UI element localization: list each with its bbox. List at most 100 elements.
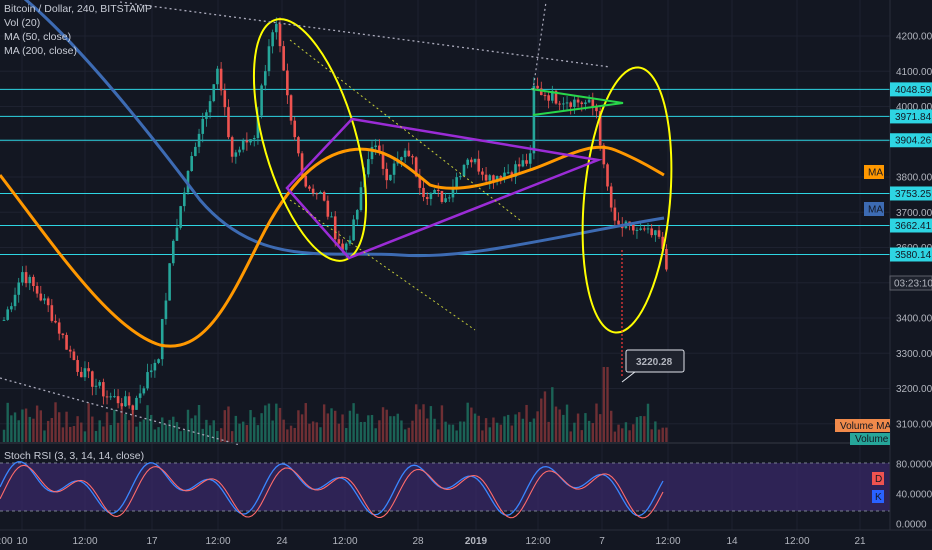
level-badge-4 [890,218,932,233]
volume-bar [569,431,572,442]
time-tick-label: 17 [146,536,158,547]
candle-body [39,293,43,301]
volume-bar [451,424,455,442]
candle-body [138,393,142,398]
candle-body [609,186,613,208]
volume-bar [392,416,396,442]
stoch-tick-label: 80.0000 [896,460,932,471]
volume-bar [223,410,226,442]
volume-bar [650,429,653,442]
volume-badge [850,433,890,445]
volume-bar [381,407,385,442]
candle-body [598,111,602,146]
candle-body [385,168,389,181]
volume-bar [345,428,348,442]
countdown-label: 03:23:10 [894,279,932,290]
volume-bar [54,402,57,442]
volume-bar [94,430,98,442]
yellow-ellipse-right [581,66,673,334]
candle-body [639,228,642,230]
symmetrical-triangle [285,117,603,260]
volume-bar [540,398,543,442]
symbol-title: Bitcoin / Dollar, 240, BITSTAMP [4,3,153,15]
candle-body [613,207,617,221]
volume-bar [462,421,466,442]
volume-bar [484,418,488,442]
volume-bar [433,418,436,442]
price-tick-label: 3200.00 [896,384,932,395]
candle-body [219,68,223,91]
volume-bar [28,416,31,442]
volume-bar [153,429,157,442]
stoch-d-badge [872,472,884,485]
candle-body [407,150,411,157]
volume-bar [76,416,79,442]
candle-body [234,152,238,157]
volume-bar [466,402,469,442]
candle-body [208,101,212,113]
volume-bar [242,421,245,442]
volume-bar [661,427,664,442]
volume-bar [72,425,76,442]
legend-vol: Vol (20) [4,17,41,29]
candle-body [142,388,146,394]
candle-body [573,99,576,107]
candle-body [6,309,9,320]
candle-body [109,396,113,398]
candle-body [175,227,179,241]
candle-body [503,172,506,179]
candle-body [665,249,668,270]
candle-body [444,198,447,202]
candle-body [348,240,352,244]
volume-bar [212,420,215,442]
stoch-k-badge [872,490,884,503]
volume-bar [591,423,594,442]
volume-bar [356,413,359,442]
candle-body [227,107,230,138]
volume-bar [477,415,480,442]
volume-ma-badge [835,419,890,432]
volume-bar [352,403,355,442]
volume-bar [334,410,337,442]
price-badges: 4048.59 3971.84 3904.26 3753.25 3662.41 3580.… [625,82,932,503]
candle-body [355,210,359,220]
volume-bar [205,419,208,442]
candle-body [477,158,481,172]
volume-bar [337,423,341,442]
candle-body [517,164,521,167]
candle-body [322,192,326,201]
candle-body [46,298,50,306]
candle-body [330,216,333,218]
candle-body [256,115,260,139]
candle-body [576,99,580,103]
chart-legend: Bitcoin / Dollar, 240, BITSTAMP Vol (20)… [4,2,152,58]
volume-bar [426,418,429,442]
volume-bar [529,421,532,442]
volume-bar [400,420,403,442]
volume-bar [282,419,285,442]
volume-bar [499,424,502,442]
candle-body [359,187,363,211]
volume-bar [610,410,613,442]
time-tick-label: 12:00 [0,536,13,547]
volume-bar [238,423,241,442]
volume-bar [654,421,657,442]
candle-body [57,322,61,334]
candle-body [554,90,558,104]
candle-body [602,145,606,165]
price-tick-label: 3400.00 [896,314,932,325]
candle-body [10,306,13,310]
candle-body [131,405,135,410]
time-tick-label: 24 [276,536,288,547]
volume-bar [98,420,101,442]
candle-body [293,120,297,138]
support-trendline [0,377,241,446]
volume-bar [6,402,9,442]
volume-bar [639,416,642,442]
stoch-d-line [0,464,664,519]
candle-body [646,228,650,230]
volume-bar [216,431,219,442]
price-tick-label: 4100.00 [896,67,932,78]
candle-body [24,272,28,284]
